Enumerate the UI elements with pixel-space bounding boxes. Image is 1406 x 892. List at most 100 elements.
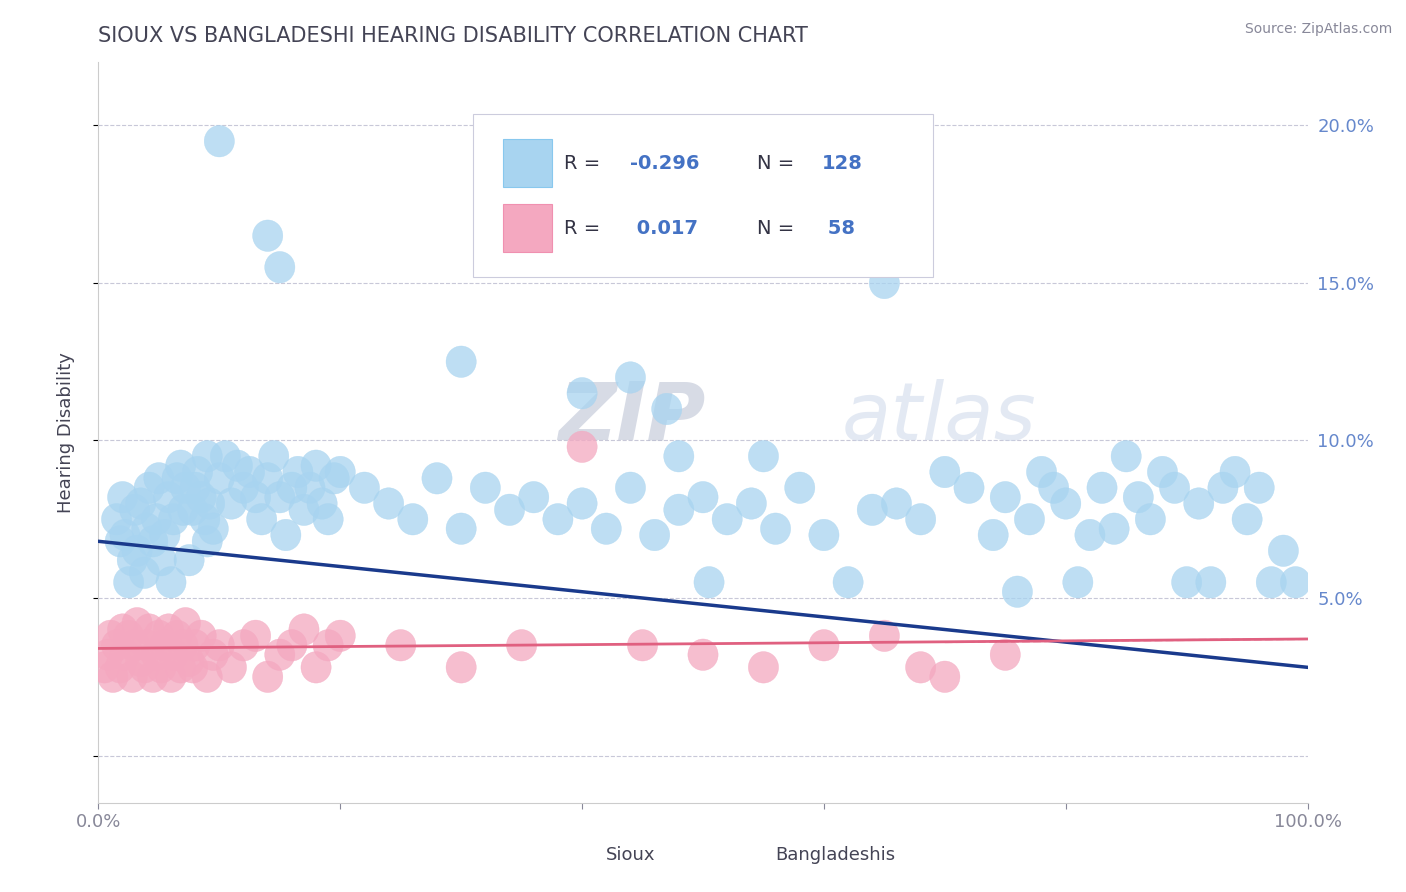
Ellipse shape: [228, 630, 259, 661]
Ellipse shape: [567, 377, 598, 409]
Ellipse shape: [259, 441, 288, 472]
Ellipse shape: [882, 488, 911, 519]
Ellipse shape: [122, 535, 152, 566]
Ellipse shape: [398, 503, 427, 535]
Ellipse shape: [240, 482, 271, 513]
Ellipse shape: [186, 482, 217, 513]
Text: Sioux: Sioux: [606, 846, 655, 863]
Ellipse shape: [156, 661, 186, 692]
Ellipse shape: [96, 620, 125, 651]
Ellipse shape: [264, 252, 295, 283]
Ellipse shape: [105, 651, 135, 683]
Ellipse shape: [616, 472, 645, 503]
Ellipse shape: [146, 544, 176, 576]
Ellipse shape: [1256, 566, 1286, 598]
Ellipse shape: [711, 503, 742, 535]
Ellipse shape: [177, 494, 208, 525]
FancyBboxPatch shape: [474, 114, 932, 277]
Ellipse shape: [567, 488, 598, 519]
Ellipse shape: [953, 472, 984, 503]
Ellipse shape: [105, 525, 135, 558]
Ellipse shape: [193, 441, 222, 472]
Ellipse shape: [695, 566, 724, 598]
Ellipse shape: [211, 441, 240, 472]
Ellipse shape: [150, 630, 180, 661]
Ellipse shape: [1160, 472, 1189, 503]
Ellipse shape: [110, 639, 141, 671]
Ellipse shape: [143, 463, 174, 494]
Ellipse shape: [1002, 576, 1032, 607]
Ellipse shape: [129, 651, 159, 683]
Ellipse shape: [785, 472, 815, 503]
Ellipse shape: [217, 651, 246, 683]
Ellipse shape: [1281, 566, 1310, 598]
Ellipse shape: [107, 482, 138, 513]
Text: SIOUX VS BANGLADESHI HEARING DISABILITY CORRELATION CHART: SIOUX VS BANGLADESHI HEARING DISABILITY …: [98, 26, 808, 45]
Ellipse shape: [832, 566, 863, 598]
Ellipse shape: [166, 651, 195, 683]
Ellipse shape: [446, 346, 477, 377]
Ellipse shape: [120, 630, 150, 661]
Ellipse shape: [288, 494, 319, 525]
FancyBboxPatch shape: [503, 139, 551, 187]
Ellipse shape: [858, 494, 887, 525]
Ellipse shape: [190, 503, 219, 535]
Ellipse shape: [253, 220, 283, 252]
Text: atlas: atlas: [842, 379, 1036, 457]
Ellipse shape: [277, 630, 307, 661]
Text: R =: R =: [564, 153, 606, 173]
Ellipse shape: [1123, 482, 1153, 513]
FancyBboxPatch shape: [546, 836, 588, 873]
Ellipse shape: [101, 630, 132, 661]
Ellipse shape: [180, 630, 211, 661]
Ellipse shape: [156, 566, 186, 598]
Ellipse shape: [204, 463, 235, 494]
Ellipse shape: [470, 472, 501, 503]
Ellipse shape: [180, 472, 211, 503]
Ellipse shape: [132, 513, 162, 544]
Ellipse shape: [98, 661, 128, 692]
Ellipse shape: [138, 661, 167, 692]
Ellipse shape: [134, 614, 165, 645]
Ellipse shape: [1063, 566, 1092, 598]
Ellipse shape: [737, 488, 766, 519]
Ellipse shape: [271, 519, 301, 550]
Ellipse shape: [1099, 513, 1129, 544]
Ellipse shape: [110, 519, 141, 550]
Text: N =: N =: [758, 219, 801, 238]
Text: ZIP: ZIP: [558, 379, 706, 457]
Text: -0.296: -0.296: [630, 153, 700, 173]
Ellipse shape: [1184, 488, 1213, 519]
Ellipse shape: [325, 620, 356, 651]
Ellipse shape: [183, 456, 212, 488]
Ellipse shape: [1244, 472, 1274, 503]
Ellipse shape: [186, 620, 217, 651]
Ellipse shape: [301, 651, 332, 683]
Ellipse shape: [307, 488, 337, 519]
Ellipse shape: [1074, 519, 1105, 550]
Ellipse shape: [159, 639, 188, 671]
Ellipse shape: [122, 607, 152, 639]
Ellipse shape: [808, 519, 839, 550]
Ellipse shape: [146, 651, 176, 683]
Ellipse shape: [264, 482, 295, 513]
Ellipse shape: [905, 651, 936, 683]
Ellipse shape: [591, 513, 621, 544]
Ellipse shape: [228, 472, 259, 503]
Ellipse shape: [170, 607, 201, 639]
Ellipse shape: [1050, 488, 1081, 519]
Ellipse shape: [1026, 456, 1057, 488]
Ellipse shape: [134, 472, 165, 503]
Ellipse shape: [166, 450, 195, 482]
Ellipse shape: [1135, 503, 1166, 535]
Ellipse shape: [325, 456, 356, 488]
Ellipse shape: [174, 544, 204, 576]
Ellipse shape: [929, 661, 960, 692]
Ellipse shape: [869, 268, 900, 299]
Ellipse shape: [929, 456, 960, 488]
Ellipse shape: [117, 544, 148, 576]
Ellipse shape: [253, 661, 283, 692]
Ellipse shape: [688, 482, 718, 513]
Ellipse shape: [240, 620, 271, 651]
Ellipse shape: [162, 463, 193, 494]
